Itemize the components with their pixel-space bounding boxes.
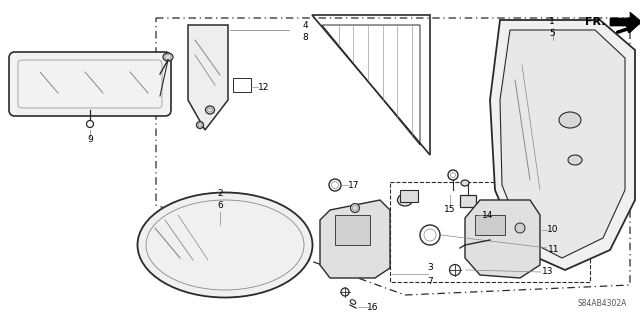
Text: 13: 13 [542, 268, 554, 277]
Text: 5: 5 [549, 29, 555, 39]
Ellipse shape [515, 223, 525, 233]
Text: 17: 17 [348, 181, 360, 189]
FancyBboxPatch shape [9, 52, 171, 116]
Text: 1: 1 [549, 18, 555, 26]
Bar [400, 190, 418, 202]
Ellipse shape [205, 106, 214, 114]
Text: 9: 9 [87, 136, 93, 145]
Polygon shape [465, 200, 540, 278]
Polygon shape [188, 25, 228, 130]
Polygon shape [320, 200, 390, 278]
Ellipse shape [351, 204, 360, 212]
Text: 15: 15 [444, 205, 456, 214]
Text: 14: 14 [482, 211, 493, 219]
Polygon shape [500, 30, 625, 258]
Text: 16: 16 [367, 302, 379, 311]
Ellipse shape [461, 180, 469, 186]
Bar [335, 215, 370, 245]
Text: 2: 2 [217, 189, 223, 197]
Polygon shape [610, 12, 640, 32]
Ellipse shape [196, 122, 204, 129]
Bar [475, 215, 505, 235]
Text: 7: 7 [427, 277, 433, 286]
Ellipse shape [568, 155, 582, 165]
Text: 3: 3 [427, 263, 433, 272]
Bar [460, 195, 476, 207]
Text: 11: 11 [548, 246, 559, 255]
Polygon shape [490, 20, 635, 270]
Text: 8: 8 [302, 33, 308, 41]
Bar [390, 182, 590, 282]
Text: FR.: FR. [586, 17, 606, 27]
Bar [233, 78, 251, 92]
Ellipse shape [397, 194, 413, 206]
Text: S84AB4302A: S84AB4302A [578, 299, 627, 308]
Ellipse shape [138, 192, 312, 298]
Ellipse shape [163, 53, 173, 61]
Ellipse shape [559, 112, 581, 128]
Text: 6: 6 [217, 202, 223, 211]
Text: 12: 12 [258, 83, 269, 92]
Text: 4: 4 [302, 20, 308, 29]
Text: 10: 10 [547, 226, 559, 234]
